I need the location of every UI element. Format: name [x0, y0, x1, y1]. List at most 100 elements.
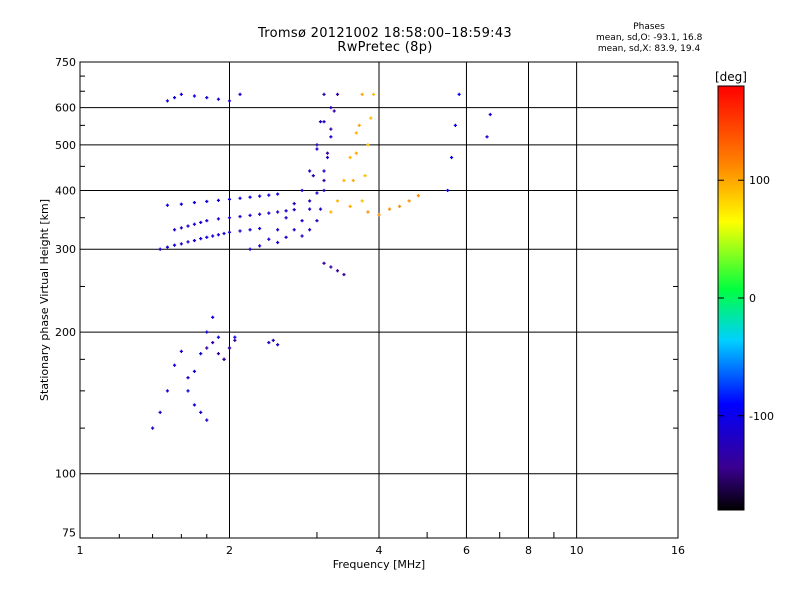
data-point: [485, 135, 489, 139]
data-point: [342, 178, 346, 183]
data-point: [267, 340, 271, 345]
data-point: [158, 410, 162, 414]
colorbar-tick-label: 100: [749, 174, 770, 187]
data-point: [457, 92, 461, 97]
data-point: [216, 335, 221, 339]
data-point: [335, 199, 340, 203]
chart-title-line2: RwPretec (8p): [337, 40, 433, 55]
data-point: [366, 143, 370, 147]
x-tick-label: 1: [77, 544, 84, 557]
data-point: [363, 174, 367, 178]
data-point: [192, 403, 197, 407]
data-point: [449, 155, 454, 160]
data-point: [222, 231, 226, 236]
data-point: [205, 219, 209, 223]
data-point: [335, 92, 340, 97]
data-point: [165, 203, 170, 207]
data-point: [271, 338, 275, 343]
phase-statistics: Phases mean, sd,O: -93.1, 16.8 mean, sd,…: [596, 22, 702, 55]
data-point: [227, 216, 232, 220]
data-point: [258, 194, 262, 198]
data-point: [397, 204, 402, 208]
grid-lines: [80, 62, 678, 538]
phases-heading: Phases: [633, 22, 665, 32]
colorbar-ticks: 100 0 -100: [718, 174, 774, 423]
data-point: [318, 120, 323, 124]
data-point: [315, 143, 319, 147]
data-point: [267, 193, 271, 197]
data-point: [205, 235, 209, 239]
data-point: [165, 245, 170, 249]
data-point: [211, 234, 215, 238]
data-point: [329, 210, 333, 214]
data-point: [233, 335, 237, 339]
chart-title-line1: Tromsø 20121002 18:58:00–18:59:43: [257, 26, 513, 41]
data-point: [258, 226, 262, 231]
data-point: [165, 99, 170, 103]
data-point: [192, 369, 197, 373]
data-point: [329, 127, 333, 131]
data-point: [329, 105, 333, 110]
data-point: [267, 211, 271, 215]
data-point: [199, 220, 203, 225]
data-point: [179, 202, 183, 206]
data-point: [308, 169, 312, 173]
data-point: [199, 237, 203, 241]
data-point: [348, 204, 352, 208]
data-point: [311, 174, 315, 178]
data-point: [315, 191, 319, 195]
x-tick-label: 16: [671, 544, 685, 557]
data-point: [227, 230, 232, 234]
data-point: [308, 199, 312, 203]
data-point: [276, 210, 280, 214]
data-point: [325, 155, 330, 160]
data-point: [332, 109, 336, 113]
data-point: [315, 147, 319, 151]
data-point: [227, 346, 232, 350]
data-point: [199, 351, 203, 356]
data-point: [172, 96, 177, 100]
data-point: [238, 92, 242, 97]
data-point: [233, 338, 237, 343]
data-point: [216, 97, 221, 101]
x-axis-ticks: 1 2 4 6 8 10 16: [77, 532, 685, 557]
data-point: [387, 207, 392, 211]
x-tick-label: 6: [463, 544, 470, 557]
data-point: [329, 265, 333, 269]
data-point: [318, 207, 323, 211]
data-point: [292, 202, 296, 206]
x-tick-label: 2: [226, 544, 233, 557]
data-point: [258, 244, 262, 248]
y-tick-label: 600: [55, 102, 76, 115]
data-point: [179, 226, 183, 230]
data-point: [248, 247, 252, 251]
y-tick-label: 500: [55, 139, 76, 152]
data-point: [192, 94, 197, 98]
data-point: [348, 155, 352, 160]
data-point: [199, 410, 203, 414]
colorbar-unit-label: [deg]: [715, 70, 747, 84]
data-point: [238, 214, 242, 219]
data-point: [357, 123, 361, 127]
data-point: [488, 112, 492, 117]
x-tick-label: 4: [376, 544, 383, 557]
data-point: [172, 363, 177, 367]
data-point: [205, 330, 209, 334]
data-point: [276, 228, 280, 232]
data-point: [227, 197, 232, 201]
data-point: [186, 240, 190, 244]
data-point: [342, 272, 346, 277]
data-point: [360, 199, 364, 203]
data-point: [216, 351, 221, 356]
y-tick-label: 200: [55, 326, 76, 339]
data-point: [267, 237, 271, 241]
y-axis-label: Stationary phase Virtual Height [km]: [38, 199, 51, 401]
x-axis-label: Frequency [MHz]: [333, 558, 425, 571]
data-point: [351, 178, 355, 183]
data-point: [150, 426, 155, 430]
data-point: [354, 151, 358, 155]
data-point: [322, 169, 326, 173]
y-tick-label: 400: [55, 184, 76, 197]
data-point: [248, 195, 252, 199]
data-point: [300, 219, 304, 223]
